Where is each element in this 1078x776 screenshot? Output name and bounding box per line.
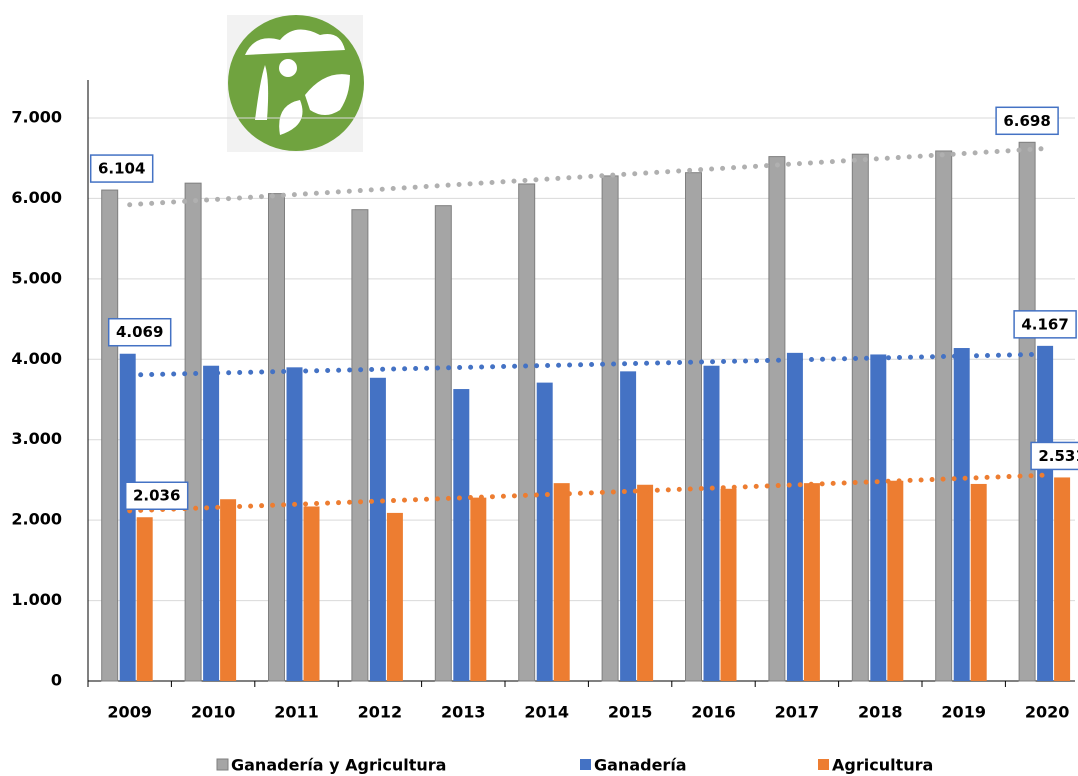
legend-swatch — [580, 759, 591, 770]
bar — [136, 517, 153, 681]
bar — [685, 172, 702, 682]
data-label-box — [995, 106, 1059, 136]
x-tick-label: 2016 — [691, 703, 736, 722]
bar — [553, 483, 570, 681]
y-tick-label: 6.000 — [11, 188, 62, 207]
bar — [601, 175, 619, 682]
bar — [768, 156, 786, 682]
bar — [786, 352, 803, 681]
trendline — [127, 145, 1050, 208]
data-label: 6.104 — [98, 160, 145, 178]
legend-label: Ganadería y Agricultura — [231, 756, 446, 775]
bar — [935, 150, 953, 682]
x-tick-label: 2019 — [941, 703, 986, 722]
data-label-box — [107, 317, 172, 347]
bar — [620, 371, 637, 681]
x-tick-label: 2015 — [608, 703, 653, 722]
data-label-box — [89, 154, 154, 183]
data-label: 6.698 — [1003, 112, 1050, 130]
bar — [286, 367, 303, 681]
bar — [887, 480, 904, 681]
y-tick-label: 2.000 — [11, 510, 62, 529]
x-tick-label: 2009 — [107, 703, 152, 722]
x-tick-label: 2017 — [775, 703, 820, 722]
y-tick-label: 0 — [51, 671, 62, 690]
x-tick-label: 2013 — [441, 703, 486, 722]
bar — [953, 348, 970, 681]
data-label: 4.167 — [1021, 315, 1068, 333]
y-tick-label: 1.000 — [11, 590, 62, 609]
bar — [220, 499, 237, 681]
legend-label: Ganadería — [594, 756, 687, 775]
x-tick-label: 2012 — [358, 703, 403, 722]
bar — [1018, 141, 1036, 682]
y-tick-label: 5.000 — [11, 268, 62, 287]
y-tick-label: 4.000 — [11, 349, 62, 368]
bar — [434, 205, 452, 682]
bar — [101, 189, 119, 682]
bar — [851, 153, 869, 682]
x-tick-label: 2020 — [1025, 703, 1070, 722]
data-label: 2.036 — [133, 487, 180, 505]
data-label-box — [1030, 441, 1078, 471]
x-tick-label: 2010 — [191, 703, 236, 722]
x-tick-label: 2011 — [274, 703, 319, 722]
bar — [203, 365, 220, 681]
logo — [227, 15, 364, 152]
bar — [1054, 477, 1071, 681]
bar — [268, 193, 285, 682]
bar — [720, 488, 737, 681]
data-label: 4.069 — [116, 323, 163, 341]
bar — [453, 389, 470, 681]
bar — [803, 483, 820, 681]
bar — [870, 354, 887, 681]
trendline — [127, 351, 1050, 378]
trendline — [127, 472, 1050, 514]
bar — [637, 484, 654, 681]
bar — [303, 506, 320, 681]
y-tick-label: 7.000 — [11, 108, 62, 127]
data-label-box — [1013, 310, 1077, 339]
bar — [703, 365, 720, 681]
legend-label: Agricultura — [832, 756, 933, 775]
bar — [518, 183, 536, 682]
bar — [386, 512, 403, 681]
bar — [351, 209, 369, 682]
bar — [470, 497, 487, 681]
bar — [536, 382, 553, 681]
data-label: 2.531 — [1038, 447, 1078, 465]
data-label-box — [124, 481, 189, 510]
legend-swatch — [216, 758, 229, 771]
bar — [184, 182, 202, 682]
legend-swatch — [818, 759, 829, 770]
x-tick-label: 2014 — [524, 703, 569, 722]
x-tick-label: 2018 — [858, 703, 903, 722]
bar — [1037, 345, 1054, 681]
bar — [369, 377, 386, 681]
y-tick-label: 3.000 — [11, 429, 62, 448]
bar — [970, 483, 987, 681]
bar — [119, 353, 136, 681]
